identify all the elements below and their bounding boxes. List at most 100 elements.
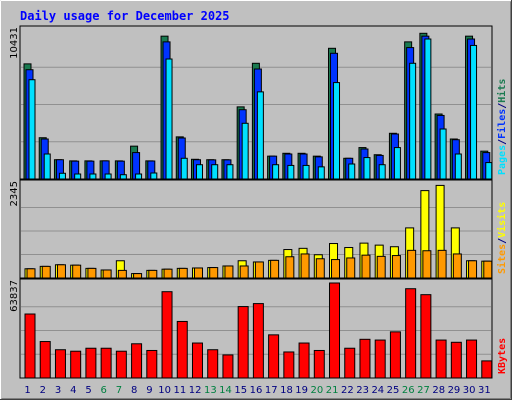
bar-sites-day-29 bbox=[452, 253, 462, 279]
bar-kbytes-day-14 bbox=[222, 354, 234, 379]
bar-sites-day-14 bbox=[224, 265, 234, 279]
bar-sites-day-24 bbox=[376, 255, 386, 279]
x-tick-day-17: 17 bbox=[265, 385, 278, 396]
bar-sites-day-6 bbox=[102, 269, 112, 279]
x-tick-day-12: 12 bbox=[189, 385, 202, 396]
bar-kbytes-day-21 bbox=[329, 282, 341, 379]
x-tick-day-31: 31 bbox=[478, 385, 491, 396]
bar-pages-day-14 bbox=[226, 164, 234, 180]
bar-sites-day-30 bbox=[468, 260, 478, 279]
legend-entry: / bbox=[497, 238, 508, 244]
x-tick-day-29: 29 bbox=[448, 385, 461, 396]
bar-sites-day-7 bbox=[117, 269, 127, 279]
bar-sites-day-12 bbox=[193, 267, 203, 279]
legend-entry: / bbox=[497, 103, 508, 109]
bar-sites-day-1 bbox=[26, 268, 36, 279]
bar-pages-day-21 bbox=[333, 82, 341, 180]
bar-kbytes-day-30 bbox=[466, 339, 478, 379]
x-tick-day-9: 9 bbox=[146, 385, 152, 396]
bar-pages-day-31 bbox=[485, 162, 493, 180]
x-tick-day-13: 13 bbox=[204, 385, 217, 396]
legend-hits-files-pages: Pages/Files/Hits bbox=[496, 79, 508, 175]
bar-kbytes-day-17 bbox=[268, 334, 280, 379]
bar-pages-day-22 bbox=[348, 163, 356, 180]
bar-pages-day-10 bbox=[165, 58, 173, 180]
x-tick-day-16: 16 bbox=[250, 385, 263, 396]
legend-visits-sites: Sites/Visits bbox=[496, 202, 508, 274]
x-tick-day-7: 7 bbox=[116, 385, 122, 396]
x-tick-day-10: 10 bbox=[158, 385, 171, 396]
bar-sites-day-31 bbox=[483, 260, 493, 279]
bar-sites-day-28 bbox=[437, 249, 447, 279]
bar-pages-day-5 bbox=[89, 173, 97, 180]
bar-kbytes-day-2 bbox=[39, 341, 51, 379]
bar-pages-day-7 bbox=[119, 174, 127, 180]
bar-sites-day-13 bbox=[209, 267, 219, 279]
bar-pages-day-8 bbox=[135, 173, 143, 180]
bar-pages-day-26 bbox=[409, 62, 417, 180]
bar-pages-day-12 bbox=[195, 164, 203, 180]
bar-kbytes-day-11 bbox=[176, 320, 188, 379]
bar-sites-day-10 bbox=[163, 268, 173, 279]
legend-kbytes: KBytes bbox=[497, 338, 508, 374]
bar-pages-day-3 bbox=[58, 172, 66, 180]
bar-kbytes-day-15 bbox=[237, 306, 249, 379]
bar-sites-day-9 bbox=[148, 269, 158, 279]
bar-kbytes-day-6 bbox=[100, 347, 112, 379]
bar-pages-day-27 bbox=[424, 38, 432, 180]
bar-pages-day-15 bbox=[241, 122, 249, 180]
bar-kbytes-day-3 bbox=[54, 349, 66, 379]
bar-sites-day-11 bbox=[178, 267, 188, 279]
x-tick-day-21: 21 bbox=[326, 385, 339, 396]
x-tick-day-8: 8 bbox=[131, 385, 137, 396]
chart-title: Daily usage for December 2025 bbox=[20, 9, 230, 23]
bar-pages-day-11 bbox=[180, 157, 188, 180]
bar-pages-day-20 bbox=[317, 166, 325, 180]
ymax-label-hits-files-pages: 10431 bbox=[9, 27, 20, 59]
bar-sites-day-23 bbox=[361, 254, 371, 279]
x-tick-day-26: 26 bbox=[402, 385, 415, 396]
legend-entry: Hits bbox=[496, 79, 508, 103]
bar-kbytes-day-18 bbox=[283, 351, 295, 379]
x-tick-day-30: 30 bbox=[463, 385, 476, 396]
bar-sites-day-5 bbox=[87, 267, 97, 279]
bar-pages-day-4 bbox=[74, 173, 82, 180]
x-tick-day-23: 23 bbox=[356, 385, 369, 396]
bar-sites-day-3 bbox=[56, 264, 66, 279]
bar-kbytes-day-31 bbox=[481, 360, 493, 379]
legend-entry: Pages bbox=[497, 145, 508, 175]
bar-sites-day-8 bbox=[133, 273, 143, 279]
x-tick-day-2: 2 bbox=[40, 385, 46, 396]
x-tick-day-14: 14 bbox=[219, 385, 232, 396]
x-tick-day-22: 22 bbox=[341, 385, 354, 396]
x-tick-day-20: 20 bbox=[311, 385, 324, 396]
x-tick-day-6: 6 bbox=[101, 385, 107, 396]
bar-pages-day-13 bbox=[211, 164, 219, 180]
bar-pages-day-24 bbox=[378, 164, 386, 180]
legend-entry: KBytes bbox=[497, 338, 508, 374]
x-tick-day-4: 4 bbox=[70, 385, 76, 396]
bar-pages-day-30 bbox=[470, 44, 478, 180]
bar-kbytes-day-25 bbox=[389, 331, 401, 379]
bar-kbytes-day-7 bbox=[115, 350, 127, 379]
x-tick-day-28: 28 bbox=[432, 385, 445, 396]
bar-pages-day-28 bbox=[439, 128, 447, 180]
bar-sites-day-15 bbox=[239, 265, 249, 279]
bar-kbytes-day-29 bbox=[450, 341, 462, 379]
bar-kbytes-day-22 bbox=[344, 347, 356, 379]
bar-pages-day-29 bbox=[454, 153, 462, 180]
bar-kbytes-day-8 bbox=[131, 343, 143, 379]
bar-kbytes-day-13 bbox=[207, 349, 219, 379]
bar-sites-day-27 bbox=[422, 250, 432, 279]
x-tick-day-19: 19 bbox=[295, 385, 308, 396]
bar-sites-day-18 bbox=[285, 256, 295, 279]
legend-entry: Files bbox=[496, 109, 508, 139]
bar-pages-day-25 bbox=[393, 147, 401, 180]
x-tick-day-25: 25 bbox=[387, 385, 400, 396]
legend-entry: / bbox=[497, 139, 508, 145]
bar-pages-day-6 bbox=[104, 173, 112, 180]
bar-sites-day-19 bbox=[300, 253, 310, 279]
bar-kbytes-day-4 bbox=[70, 350, 82, 379]
bar-pages-day-16 bbox=[256, 91, 264, 180]
